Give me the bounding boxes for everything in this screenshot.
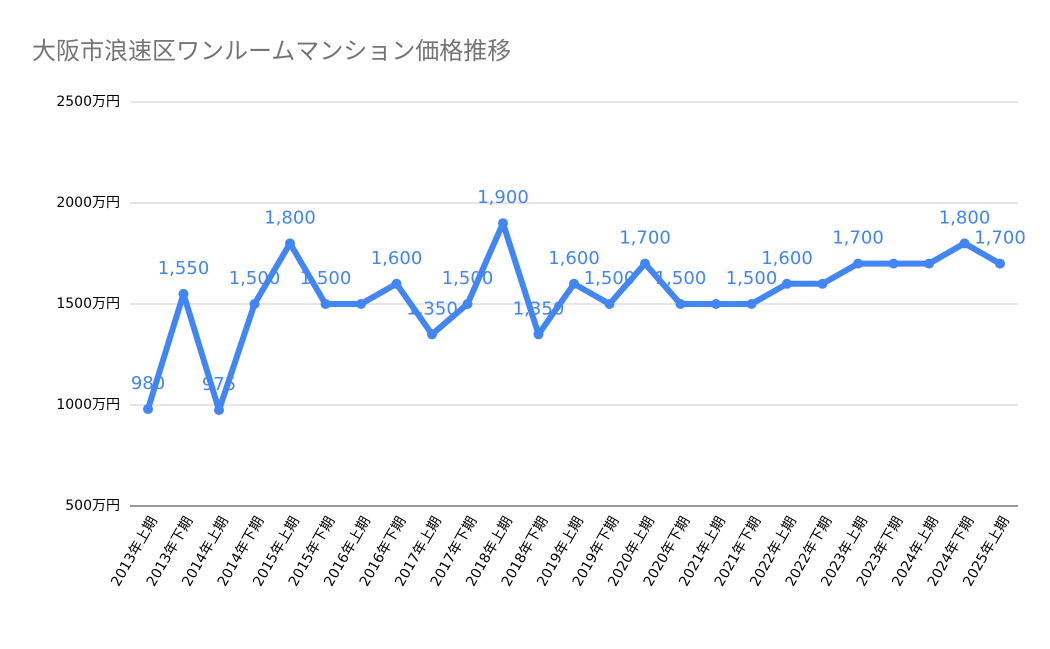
value-label: 1,500 — [655, 268, 707, 289]
point — [675, 299, 686, 309]
point — [746, 299, 757, 309]
point — [604, 299, 615, 309]
value-label: 980 — [131, 373, 165, 394]
y-tick-label: 1000万円 — [56, 397, 120, 413]
value-label: 1,700 — [974, 228, 1026, 249]
y-tick-label: 500万円 — [65, 498, 120, 514]
point — [143, 404, 153, 415]
point — [817, 278, 828, 289]
value-label: 1,550 — [158, 258, 210, 279]
chart-title: 大阪市浪速区ワンルームマンション価格推移 — [32, 37, 511, 65]
point — [711, 299, 721, 309]
point — [178, 288, 189, 299]
point — [462, 299, 473, 309]
value-label: 1,600 — [761, 248, 813, 269]
point — [533, 329, 544, 340]
point — [640, 258, 650, 269]
point — [782, 278, 792, 289]
value-label: 1,350 — [406, 298, 458, 319]
point — [249, 299, 260, 309]
value-label: 1,800 — [264, 207, 316, 228]
point — [888, 258, 899, 269]
point — [995, 258, 1005, 269]
y-tick-label: 2500万円 — [56, 94, 120, 110]
point — [214, 405, 224, 416]
point — [356, 299, 366, 309]
point — [320, 299, 331, 309]
value-label: 1,600 — [371, 248, 423, 269]
point — [959, 238, 970, 249]
point — [391, 278, 402, 289]
y-tick-label: 2000万円 — [56, 195, 120, 211]
point — [285, 238, 295, 249]
point — [924, 258, 934, 269]
value-label: 1,500 — [300, 268, 352, 289]
value-label: 975 — [202, 374, 236, 395]
value-label: 1,350 — [513, 298, 565, 319]
value-label: 1,800 — [939, 207, 991, 228]
value-label: 1,500 — [726, 268, 778, 289]
point — [498, 218, 508, 229]
y-tick-label: 1500万円 — [56, 296, 120, 312]
value-label: 1,700 — [832, 228, 884, 249]
value-label: 1,900 — [477, 187, 529, 208]
value-label: 1,700 — [619, 228, 671, 249]
point — [853, 258, 863, 269]
point — [569, 278, 579, 289]
value-label: 1,500 — [442, 268, 494, 289]
value-label: 1,500 — [584, 268, 636, 289]
value-label: 1,600 — [548, 248, 600, 269]
value-label: 1,500 — [229, 268, 281, 289]
point — [427, 329, 437, 340]
